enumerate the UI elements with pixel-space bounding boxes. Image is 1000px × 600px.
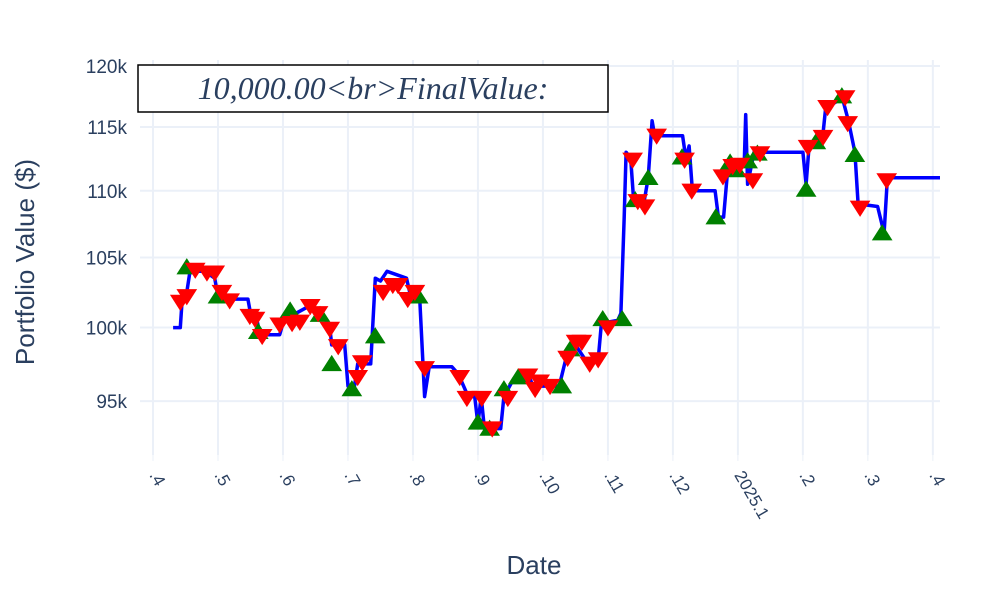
buy-marker bbox=[637, 168, 659, 186]
buy-marker bbox=[871, 224, 893, 241]
sell-marker bbox=[347, 369, 369, 387]
plot-area bbox=[169, 87, 940, 438]
sell-marker bbox=[729, 157, 751, 174]
sell-marker bbox=[269, 317, 291, 334]
sell-marker bbox=[387, 277, 409, 295]
buy-marker bbox=[705, 208, 727, 225]
sell-marker bbox=[712, 169, 734, 186]
sell-marker bbox=[876, 173, 898, 190]
sell-marker bbox=[211, 284, 233, 302]
buy-marker bbox=[795, 180, 817, 197]
sell-marker bbox=[319, 321, 341, 338]
buy-marker bbox=[844, 145, 866, 162]
sell-marker bbox=[849, 200, 871, 217]
sell-marker bbox=[449, 369, 471, 387]
grid bbox=[140, 60, 940, 455]
buy-marker bbox=[551, 377, 573, 394]
sell-marker bbox=[481, 421, 503, 438]
buy-marker bbox=[207, 287, 229, 304]
y-tick-label: 100k bbox=[86, 319, 128, 340]
buy-marker bbox=[507, 368, 529, 385]
sell-marker bbox=[351, 355, 373, 372]
annotation-box bbox=[137, 64, 609, 113]
y-tick-label: 110k bbox=[87, 182, 127, 203]
sell-marker bbox=[749, 146, 771, 163]
sell-marker bbox=[597, 320, 619, 337]
sell-marker bbox=[817, 100, 838, 117]
x-axis-title: Date bbox=[507, 550, 562, 580]
y-tick-label: 105k bbox=[86, 249, 128, 270]
y-tick-label: 95k bbox=[96, 392, 127, 413]
sell-marker bbox=[251, 328, 273, 346]
sell-marker bbox=[244, 311, 266, 328]
y-tick-label: 115k bbox=[87, 118, 127, 139]
sell-marker bbox=[557, 350, 578, 368]
sell-marker bbox=[219, 293, 241, 310]
sell-marker bbox=[834, 90, 856, 107]
sell-marker bbox=[327, 339, 349, 356]
sell-marker bbox=[634, 199, 656, 216]
sell-marker bbox=[414, 361, 435, 378]
sell-marker bbox=[372, 284, 394, 302]
y-tick-label: 120k bbox=[86, 57, 128, 78]
sell-marker bbox=[289, 314, 311, 331]
buy-marker bbox=[279, 301, 301, 318]
sell-marker bbox=[837, 116, 859, 133]
sell-marker bbox=[529, 374, 551, 391]
sell-marker bbox=[622, 152, 643, 169]
sell-marker bbox=[812, 129, 834, 147]
sell-marker bbox=[587, 352, 609, 369]
sell-marker bbox=[742, 173, 764, 190]
sell-marker bbox=[674, 152, 695, 169]
sell-marker bbox=[797, 139, 819, 157]
sell-marker bbox=[471, 390, 493, 408]
annotation: 10,000.00<br>FinalValue: bbox=[198, 70, 549, 106]
sell-marker bbox=[404, 284, 426, 302]
buy-marker bbox=[467, 413, 489, 430]
sell-marker bbox=[571, 334, 593, 351]
sell-marker bbox=[307, 306, 329, 323]
buy-marker bbox=[321, 354, 343, 372]
sell-marker bbox=[456, 390, 478, 408]
buy-marker bbox=[364, 327, 386, 344]
sell-marker bbox=[681, 183, 703, 200]
sell-marker bbox=[497, 390, 519, 408]
sell-marker bbox=[204, 265, 226, 282]
sell-marker bbox=[646, 128, 668, 145]
sell-marker bbox=[517, 368, 539, 385]
sell-marker bbox=[176, 289, 198, 306]
buy-marker bbox=[341, 380, 363, 397]
sell-marker bbox=[539, 378, 561, 396]
y-axis-title: Portfolio Value ($) bbox=[10, 159, 40, 365]
